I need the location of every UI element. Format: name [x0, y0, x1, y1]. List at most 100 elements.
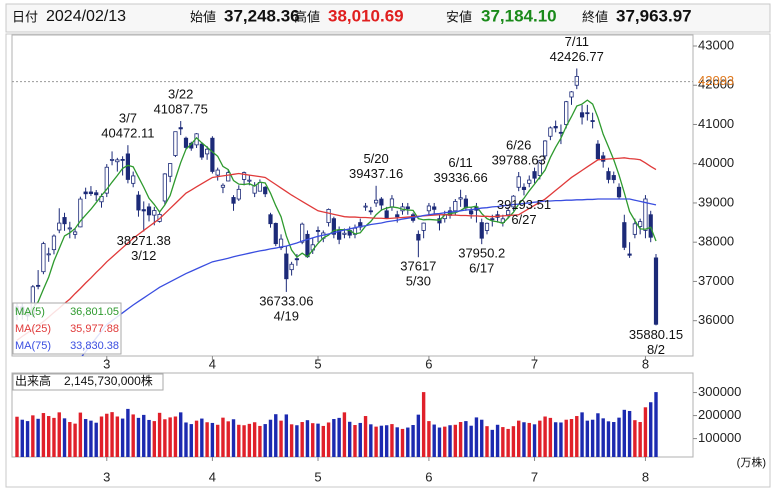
volume-bar: [120, 418, 125, 457]
volume-bar: [580, 412, 584, 457]
header-field-value: 37,248.36: [224, 6, 300, 25]
volume-bar: [432, 424, 436, 457]
annotation-value: 39193.51: [497, 197, 551, 212]
candle-body: [236, 188, 241, 200]
y-tick-label: 100000: [698, 430, 741, 445]
y-tick-label: 200000: [698, 407, 741, 422]
y-tick-label: 41000: [698, 116, 734, 131]
volume-bar: [46, 416, 51, 457]
volume-bar: [157, 412, 162, 457]
volume-bar: [606, 421, 611, 457]
legend-value: 35,977.88: [70, 323, 119, 335]
candle-body: [595, 143, 601, 160]
volume-bar: [453, 424, 458, 457]
candle-body: [315, 230, 321, 232]
x-tick-label: 5: [314, 356, 321, 371]
candle-body: [273, 222, 278, 245]
y-tick-label: 37000: [698, 273, 734, 288]
volume-bar: [559, 422, 563, 457]
candle-body: [627, 253, 632, 256]
candle-body: [146, 206, 152, 216]
candle-body: [484, 222, 490, 231]
volume-bar: [131, 414, 135, 457]
header-field-label: 始値: [190, 9, 216, 24]
volume-bar: [189, 424, 193, 457]
volume-bar: [52, 417, 56, 457]
candle-body: [83, 191, 88, 195]
volume-bar: [68, 422, 72, 457]
candle-body: [46, 253, 51, 256]
candle-body: [537, 160, 542, 176]
volume-bar: [511, 426, 516, 457]
volume-bar: [538, 420, 542, 457]
volume-bar: [590, 419, 595, 457]
x-tick-label: 6: [425, 469, 432, 484]
volume-bar: [231, 419, 236, 457]
candle-body: [532, 171, 537, 179]
header-field-label: 終値: [582, 9, 608, 24]
volume-bar: [617, 417, 621, 457]
volume-bar: [379, 425, 384, 457]
volume-bar: [205, 422, 209, 457]
volume-bar: [279, 420, 283, 457]
volume-bar: [258, 425, 262, 457]
annotation-date: 4/19: [274, 308, 299, 323]
candle-body: [511, 195, 516, 208]
volume-bar: [152, 421, 157, 457]
volume-bar: [384, 425, 389, 457]
candle-body: [104, 166, 109, 194]
volume-bar: [458, 422, 463, 457]
volume-bar: [136, 417, 141, 457]
candle-body: [601, 155, 606, 162]
candle-body: [416, 233, 421, 241]
reference-label: 42093: [698, 73, 734, 88]
candle-body: [527, 179, 532, 184]
candle-body: [405, 206, 410, 210]
candle-body: [564, 101, 569, 125]
candle-body: [374, 199, 379, 204]
annotation-value: 42426.77: [550, 49, 604, 64]
volume-bar: [353, 425, 357, 457]
candle-body: [183, 137, 189, 148]
annotation-value: 41087.75: [154, 101, 208, 116]
main-plot: [14, 68, 659, 356]
annotation-date: 3/22: [168, 86, 193, 101]
date-label: 日付: [12, 9, 38, 24]
candle-body: [616, 186, 622, 198]
volume-bar: [168, 417, 172, 457]
volume-bar: [62, 418, 67, 457]
candle-body: [363, 205, 368, 208]
candle-body: [41, 243, 46, 273]
volume-bar: [522, 422, 526, 457]
volume-bar: [485, 426, 489, 457]
volume-bar: [142, 414, 146, 457]
candle-body: [379, 198, 384, 206]
volume-bar: [633, 420, 637, 457]
volume-header-box: [12, 373, 164, 391]
volume-bar: [221, 417, 225, 457]
annotation-date: 6/27: [511, 212, 536, 227]
annotation-value: 35880.15: [629, 327, 683, 342]
candle-body: [490, 218, 495, 221]
ma-line: [16, 157, 657, 341]
candle-body: [590, 120, 595, 122]
volume-bar: [543, 416, 547, 457]
candle-body: [506, 210, 511, 216]
volume-bar: [601, 418, 605, 457]
volume-bar: [311, 423, 315, 457]
annotation-date: 7/11: [565, 34, 589, 49]
candle-body: [72, 231, 78, 235]
volume-bar: [184, 422, 188, 457]
volume-bar: [506, 428, 510, 457]
volume-bar: [94, 422, 98, 457]
x-tick-label: 4: [209, 356, 216, 371]
candle-body: [78, 198, 83, 228]
candle-body: [516, 176, 521, 188]
volume-bar: [83, 419, 88, 457]
volume-panel: [11, 372, 694, 458]
volume-bar: [321, 425, 325, 457]
legend-value: 33,830.38: [70, 340, 119, 352]
candle-body: [57, 222, 62, 231]
y-tick-label: 43000: [698, 37, 734, 52]
